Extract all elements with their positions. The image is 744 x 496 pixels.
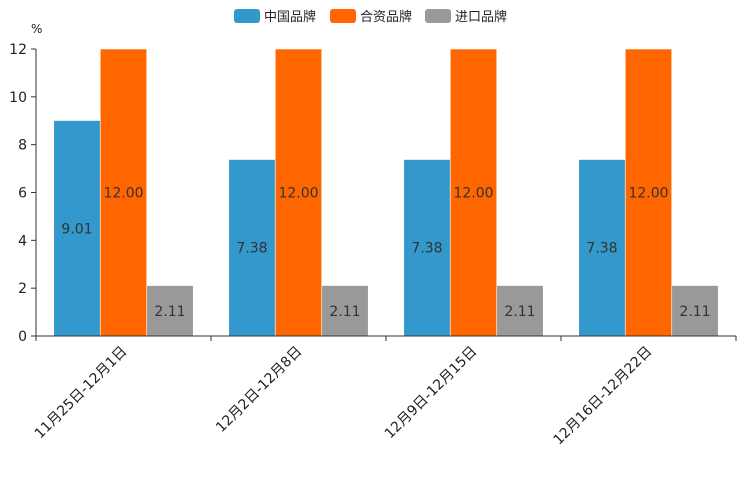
legend: 中国品牌 合资品牌 进口品牌 [234,9,507,25]
y-tick-label: 8 [18,138,27,154]
data-label: 12.00 [453,186,493,202]
y-tick-label: 12 [9,42,27,58]
data-label: 12.00 [278,186,318,202]
bar-3-2 [321,285,369,337]
legend-label: 合资品牌 [360,9,412,25]
y-tick-label: 10 [9,90,27,106]
legend-label: 进口品牌 [455,9,507,25]
x-category-label: 12月2日-12月8日 [213,344,305,436]
legend-swatch [234,9,260,23]
y-tick-label: 4 [18,233,27,249]
bar-2-4 [624,48,673,337]
y-axis: 0 2 4 6 8 10 12 [9,42,37,345]
data-label: 9.01 [61,221,92,237]
data-label: 12.00 [628,186,668,202]
data-label: 7.38 [586,241,617,257]
bar-1-2 [228,159,276,337]
legend-swatch [425,9,451,23]
x-category-label: 12月9日-12月15日 [382,344,481,443]
data-label: 2.11 [154,304,185,320]
data-label: 7.38 [236,241,267,257]
bar-3-3 [496,285,544,337]
legend-swatch [330,9,356,23]
data-label: 2.11 [504,304,535,320]
bar-3-4 [671,285,719,337]
data-label: 12.00 [103,186,143,202]
y-tick-label: 2 [18,281,27,297]
bars: 9.01 7.38 7.38 7.38 12.00 12.00 12.00 12.00 2.11… [53,48,719,337]
y-tick-label: 0 [18,329,27,345]
legend-label: 中国品牌 [264,9,316,25]
x-axis: 11月25日-12月1日 12月2日-12月8日 12月9日-12月15日 12月16… [32,335,737,449]
x-category-label: 11月25日-12月1日 [32,344,131,443]
y-axis-unit-label: % [31,22,42,36]
data-label: 7.38 [411,241,442,257]
data-label: 2.11 [679,304,710,320]
bar-2-3 [449,48,498,337]
bar-1-1 [53,120,101,337]
bar-2-1 [99,48,148,337]
x-category-label: 12月16日-12月22日 [550,344,655,449]
data-label: 2.11 [329,304,360,320]
y-tick-label: 6 [18,186,27,202]
bar-2-2 [274,48,323,337]
bar-1-3 [403,159,451,337]
